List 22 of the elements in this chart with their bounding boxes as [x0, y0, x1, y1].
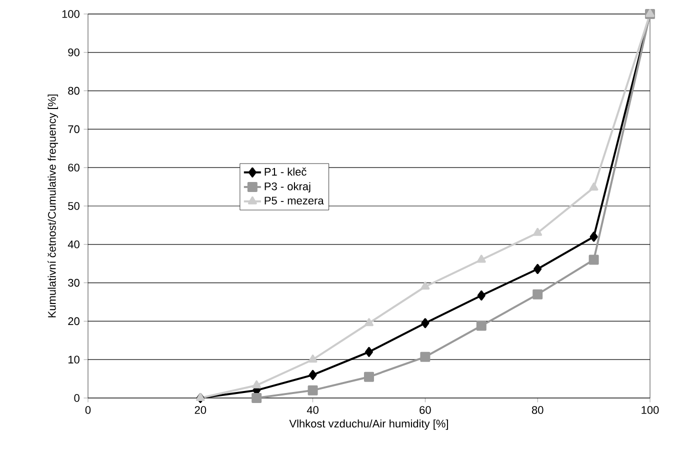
x-tick-label: 60 [420, 406, 431, 414]
x-tick-label: 0 [85, 406, 91, 414]
y-tick-label: 10 [68, 356, 80, 364]
x-tick-label: 100 [642, 406, 659, 414]
y-tick-label: 20 [68, 317, 80, 326]
y-tick-label: 90 [68, 48, 80, 56]
y-tick-label: 30 [68, 278, 80, 287]
y-tick-label: 60 [68, 164, 80, 172]
legend-label: P1 - kleč [264, 168, 306, 176]
y-tick-label: 100 [62, 10, 80, 18]
y-tick-label: 80 [68, 86, 80, 95]
x-tick-label: 40 [306, 406, 318, 414]
y-tick-label: 50 [68, 202, 80, 210]
x-tick-label: 80 [532, 406, 544, 414]
y-tick-label: 0 [74, 394, 80, 402]
x-axis-title: Vlhkost vzduchu/Air humidity [%] [289, 419, 448, 430]
y-tick-label: 40 [68, 240, 80, 248]
legend-label: P5 - mezera [264, 196, 324, 204]
y-tick-label: 70 [68, 125, 80, 134]
x-tick-label: 20 [194, 406, 206, 414]
y-axis-title: Kumulativní četnost/Cumulative frequency [%] [48, 94, 58, 318]
legend-label: P3 - okraj [264, 182, 310, 192]
